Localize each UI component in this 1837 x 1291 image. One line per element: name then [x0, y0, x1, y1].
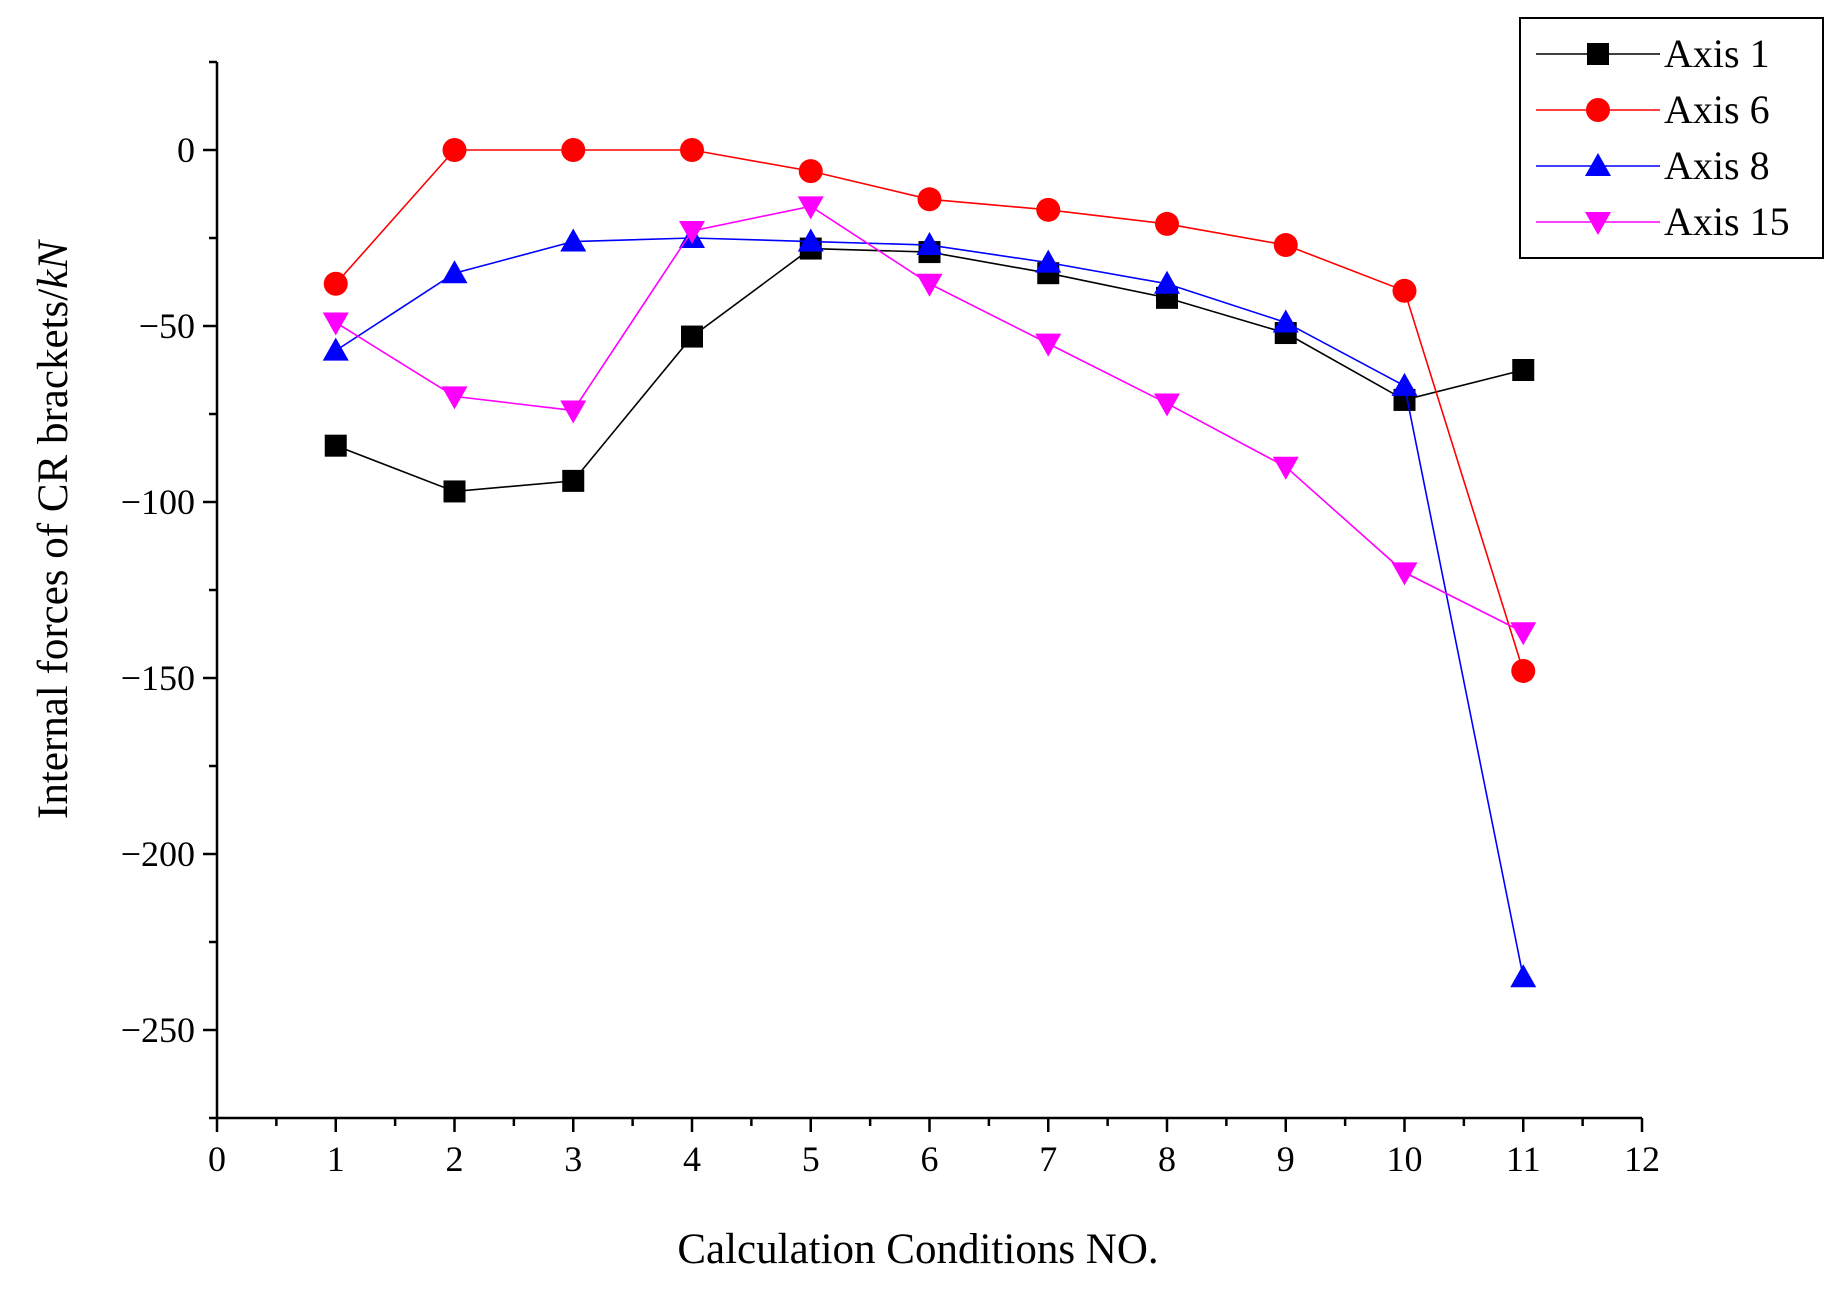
data-point	[1154, 270, 1180, 294]
series-line	[335, 149, 1525, 672]
y-tick-label: −100	[121, 482, 195, 522]
x-tick-label: 10	[1387, 1139, 1423, 1179]
data-point	[442, 138, 467, 162]
y-tick-label: −50	[139, 306, 195, 346]
series-line	[335, 237, 1525, 978]
data-point	[917, 187, 942, 212]
legend-marker	[1586, 98, 1610, 122]
y-tick-label: −200	[121, 834, 195, 874]
x-tick-label: 0	[208, 1139, 226, 1179]
data-point	[1510, 622, 1537, 646]
series-3	[322, 225, 1537, 988]
x-tick-label: 6	[921, 1139, 939, 1179]
data-point	[1273, 233, 1298, 258]
y-axis-label-text: Internal forces of CR brackets/	[30, 289, 77, 819]
data-point	[561, 138, 586, 162]
x-tick-label: 8	[1158, 1139, 1176, 1179]
x-tick-label: 12	[1624, 1139, 1660, 1179]
x-tick-label: 9	[1277, 1139, 1295, 1179]
legend-marker	[1585, 212, 1611, 235]
data-point	[1154, 393, 1180, 417]
axes: 0 1 2 3 4 5 6 7 8 9 10 11 120−50−100−150−200−250	[121, 60, 1660, 1179]
series-layer	[322, 138, 1537, 988]
data-point	[324, 434, 347, 457]
data-point	[322, 337, 349, 361]
x-tick-label: 11	[1506, 1139, 1541, 1179]
data-point	[1511, 658, 1536, 683]
x-tick-label: 3	[564, 1139, 582, 1179]
data-point	[560, 228, 587, 252]
legend-label: Axis 8	[1664, 143, 1770, 188]
data-point	[1036, 197, 1061, 222]
data-point	[798, 159, 823, 184]
data-point	[1392, 278, 1417, 303]
legend-item: Axis 1	[1536, 31, 1770, 76]
legend-box	[1519, 17, 1824, 259]
legend-label: Axis 1	[1664, 31, 1770, 76]
legend-item: Axis 15	[1536, 199, 1790, 244]
y-axis-label-unit: kN	[30, 239, 77, 289]
data-point	[797, 228, 824, 252]
x-tick-label: 7	[1039, 1139, 1057, 1179]
data-point	[1155, 211, 1179, 236]
data-point	[441, 386, 468, 410]
data-point	[1510, 964, 1537, 988]
legend-item: Axis 6	[1536, 87, 1770, 132]
y-tick-label: −250	[121, 1010, 195, 1050]
legend-label: Axis 15	[1664, 199, 1790, 244]
data-point	[1035, 333, 1062, 357]
x-axis-label: Calculation Conditions NO.	[677, 1226, 1158, 1273]
data-point	[1391, 372, 1418, 396]
legend-marker	[1585, 153, 1611, 176]
data-point	[560, 400, 587, 424]
y-tick-label: −150	[121, 658, 195, 698]
data-point	[916, 273, 943, 297]
data-point	[681, 325, 703, 348]
data-point	[916, 232, 943, 256]
x-tick-label: 1	[327, 1139, 345, 1179]
data-point	[679, 220, 705, 244]
data-point	[1272, 456, 1299, 480]
legend-label: Axis 6	[1664, 87, 1770, 132]
legend-item: Axis 8	[1536, 143, 1770, 188]
x-tick-label: 2	[446, 1139, 464, 1179]
legend: Axis 1 Axis 6 Axis 8 Axis 15	[1519, 17, 1824, 259]
data-point	[797, 196, 824, 220]
series-4	[322, 196, 1537, 646]
data-point	[322, 312, 349, 336]
x-tick-label: 5	[802, 1139, 820, 1179]
y-axis-label: Internal forces of CR brackets/kN	[30, 239, 77, 819]
data-point	[441, 260, 468, 284]
data-point	[1512, 359, 1535, 381]
x-tick-label: 4	[683, 1139, 701, 1179]
series-line	[335, 205, 1524, 633]
data-point	[680, 138, 704, 162]
data-point	[1391, 562, 1418, 586]
data-point	[562, 469, 585, 492]
series-2	[323, 138, 1536, 683]
data-point	[1272, 309, 1299, 333]
data-point	[1035, 249, 1062, 273]
data-point	[443, 480, 466, 503]
data-point	[323, 271, 348, 296]
legend-marker	[1587, 43, 1609, 65]
y-tick-label: 0	[177, 130, 195, 170]
